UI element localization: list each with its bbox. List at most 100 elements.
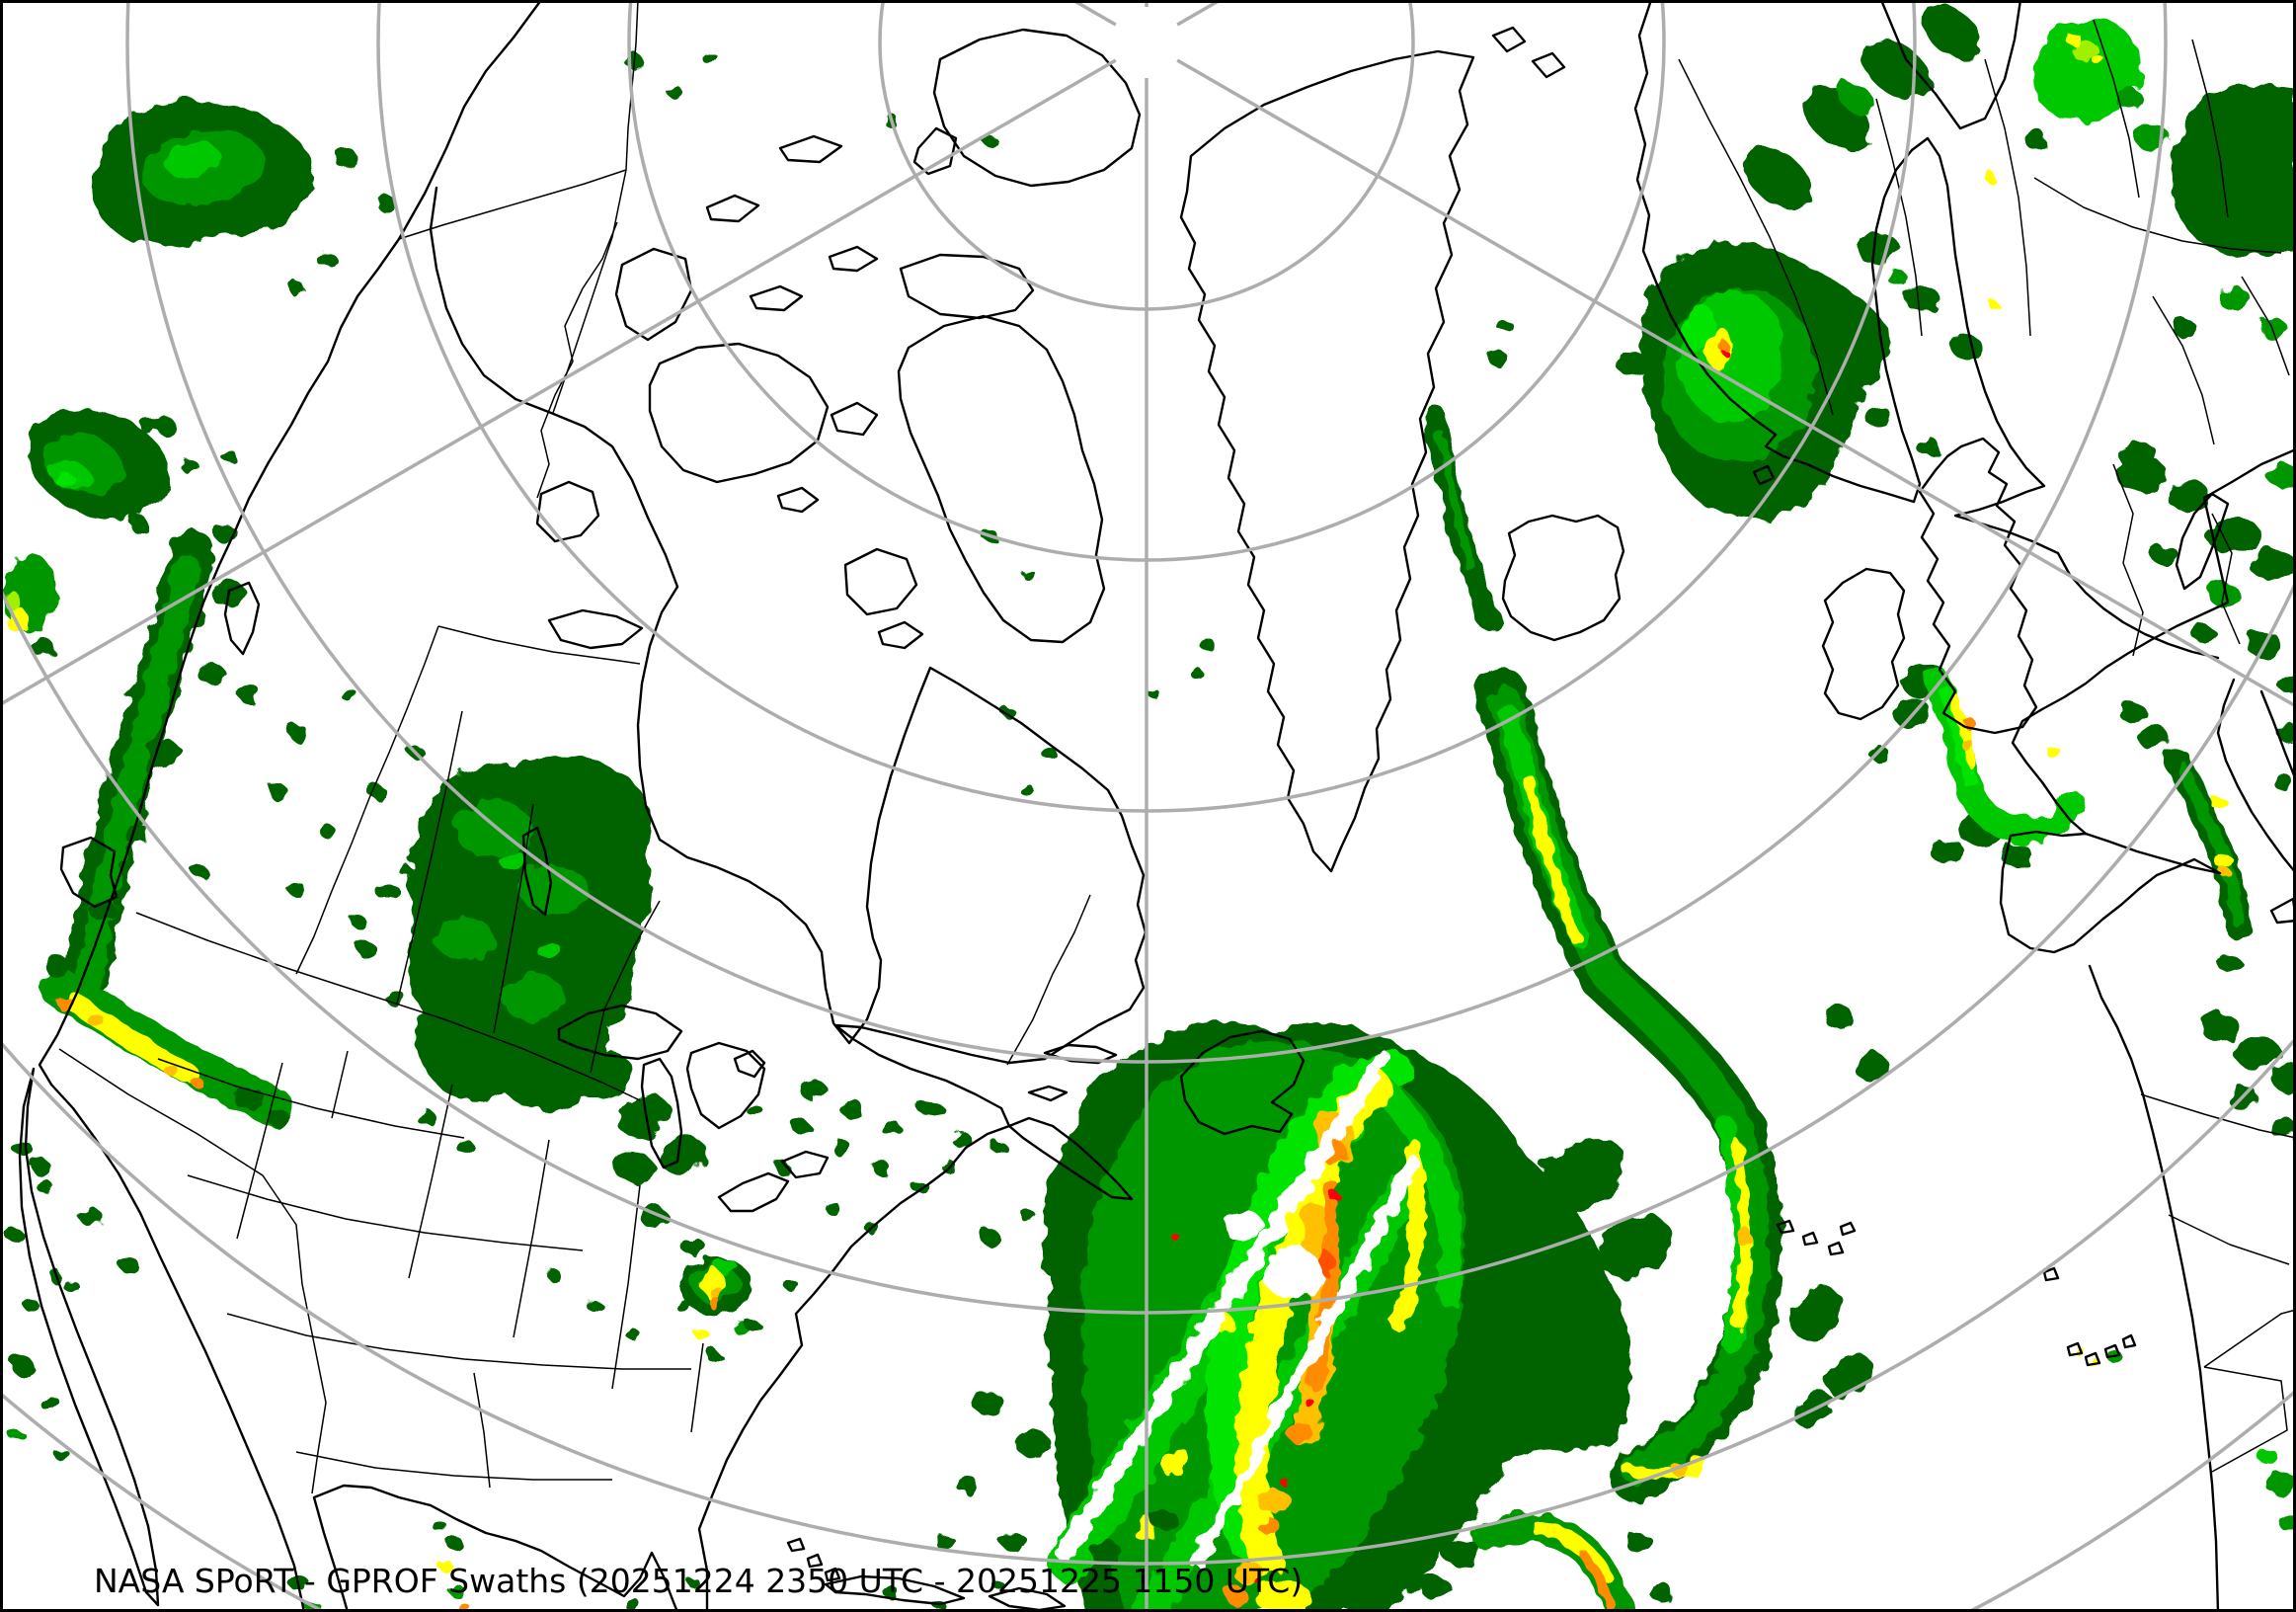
coastline-haida-gwaii	[223, 581, 261, 656]
swath-erie-spot-amber	[708, 1285, 722, 1299]
map-title: NASA SPoRT - GPROF Swaths (20251224 2350…	[94, 1562, 1303, 1600]
coastline-coats-island	[877, 620, 924, 650]
swath-gulf-col2	[446, 1536, 462, 1550]
border-finland-russia	[1984, 58, 2031, 337]
swath-ne-dot9	[793, 1121, 811, 1135]
swath-storm-bright-right	[1368, 1074, 1465, 1307]
swath-rockies-dot2	[288, 725, 308, 741]
swath-storm-gap-stripe1	[1056, 1050, 1391, 1562]
swath-sweden-y1	[1985, 173, 1997, 183]
coastline-ireland	[1821, 567, 1906, 721]
swath-sweden-sc6	[1886, 269, 1906, 284]
swath-eeur-sc7	[2277, 674, 2296, 693]
coastline-jutland	[2175, 492, 2230, 591]
border-sk-mb	[493, 803, 534, 1034]
swath-blc-dot8	[63, 1280, 79, 1292]
swath-maritime-dot2	[1021, 1211, 1037, 1223]
border-us-states-r2	[331, 1050, 349, 1119]
coastline-white-sea	[1879, 0, 2022, 130]
border-us-canada	[135, 912, 641, 1101]
coastline-faroe	[1752, 464, 1776, 486]
swath-gulf-col3	[439, 1561, 453, 1572]
swath-prairie-ext6	[681, 1238, 705, 1255]
swath-greenland-coast-bit1	[1487, 350, 1507, 365]
swath-atl-frag5	[1824, 1006, 1854, 1029]
great-slave-lake	[547, 608, 644, 650]
swath-norway-coast-ne4	[1921, 3, 1982, 60]
swath-ne-dot1	[798, 1079, 826, 1098]
swath-rockies-dot1	[237, 685, 261, 702]
swath-storm-red4	[1254, 1576, 1262, 1584]
coastline-iceland	[1501, 514, 1625, 642]
swath-prairie-mass-bright1	[500, 851, 527, 871]
swath-prairie-mass-mid2	[518, 864, 588, 914]
swath-eeur-sc4	[2250, 549, 2296, 581]
border-sweden-finland	[1875, 98, 1923, 337]
coastline-north-america-pacific	[38, 0, 543, 1612]
swath-blc-dot7	[120, 1258, 140, 1274]
swath-russia-sc5	[2173, 319, 2196, 337]
swath-rockies-dot12	[192, 865, 207, 877]
swath-ne-dot4	[918, 1099, 942, 1117]
swath-calif-dots2	[38, 1180, 53, 1194]
swath-nafrica-sc2	[2234, 1037, 2281, 1069]
swath-bc-dot3	[221, 450, 237, 462]
swath-storm-orange-b2	[1287, 1421, 1312, 1443]
swath-eeur-sc12	[2277, 724, 2296, 742]
coastline-banks-island	[614, 247, 693, 342]
coastline-arctic-small-1	[749, 284, 804, 312]
swath-storm-red2	[1305, 1399, 1314, 1407]
swath-coast-swath-flank2	[198, 663, 225, 685]
swath-storm-orange-b3	[1259, 1518, 1281, 1536]
border-us-states-r5	[611, 1184, 641, 1390]
swath-eeur-sc13	[2273, 774, 2293, 790]
swath-eeur-sc11	[2119, 443, 2159, 470]
swath-storm-fringe-w2	[1015, 1431, 1051, 1457]
coastline-canaries-madeira	[2042, 1266, 2137, 1367]
swath-russia-sc6	[2024, 131, 2048, 149]
coastline-baffin-island	[897, 314, 1106, 644]
coastline-gulf-florida-eastcoast	[312, 186, 1148, 1612]
swath-south-swath-f1	[1442, 1539, 1481, 1567]
border-africa2	[2168, 1214, 2290, 1265]
swath-storm-red1	[1330, 1192, 1340, 1202]
coastline-morocco-atlantic	[2088, 964, 2220, 1612]
coastline-southampton	[843, 547, 918, 616]
border-us-mexico	[58, 1048, 327, 1494]
great-bear-lake	[535, 480, 600, 543]
swath-topleft-dots-2	[375, 195, 395, 210]
border-us-states-a3	[226, 1313, 691, 1370]
swath-sweden-sc1	[1857, 233, 1900, 265]
coastline-italy	[2216, 678, 2296, 925]
swath-ny-dot6	[587, 1300, 602, 1312]
border-russia-grid2	[2093, 19, 2140, 199]
swath-ny-dot4	[785, 1280, 799, 1292]
swath-rockies-dot4	[269, 784, 288, 800]
border-us-states-r1	[236, 1062, 283, 1240]
swath-atl-arc-amber1	[1736, 1227, 1752, 1247]
coastline-europe-northsea-channel	[2011, 447, 2296, 836]
swath-norway-storm-orange	[1718, 340, 1728, 352]
swath-topleft-cluster-bright	[165, 141, 220, 179]
political-borders-layer	[58, 0, 2296, 1494]
swath-russia-dark-mass	[2172, 85, 2296, 258]
swath-atl-frag1	[1790, 1288, 1844, 1339]
swath-italy-near1	[2137, 725, 2169, 749]
coastline-victoria-island	[648, 342, 830, 484]
swath-italy-amber	[2220, 868, 2232, 878]
swath-south-scatter5	[1361, 1593, 1385, 1611]
swath-italy-near2	[2119, 703, 2147, 723]
swath-rockies-dot9	[350, 915, 365, 927]
swath-arctic-dot5	[983, 134, 996, 146]
swath-greenland-w-bit3	[1146, 686, 1157, 696]
swath-greenland-coast-strip2	[1435, 430, 1476, 573]
swath-ny-dot5	[627, 1330, 641, 1341]
swath-russia-sc1	[2135, 125, 2171, 151]
swath-prairie-west4	[417, 1110, 436, 1126]
coastline-baja-california	[18, 1067, 160, 1607]
swath-rockies-dot3	[340, 686, 356, 700]
swath-bc-dot1	[140, 419, 160, 435]
border-bc-ab	[295, 625, 439, 975]
border-russia-grid1	[2033, 177, 2282, 254]
swath-ny-dot1	[675, 1300, 691, 1312]
